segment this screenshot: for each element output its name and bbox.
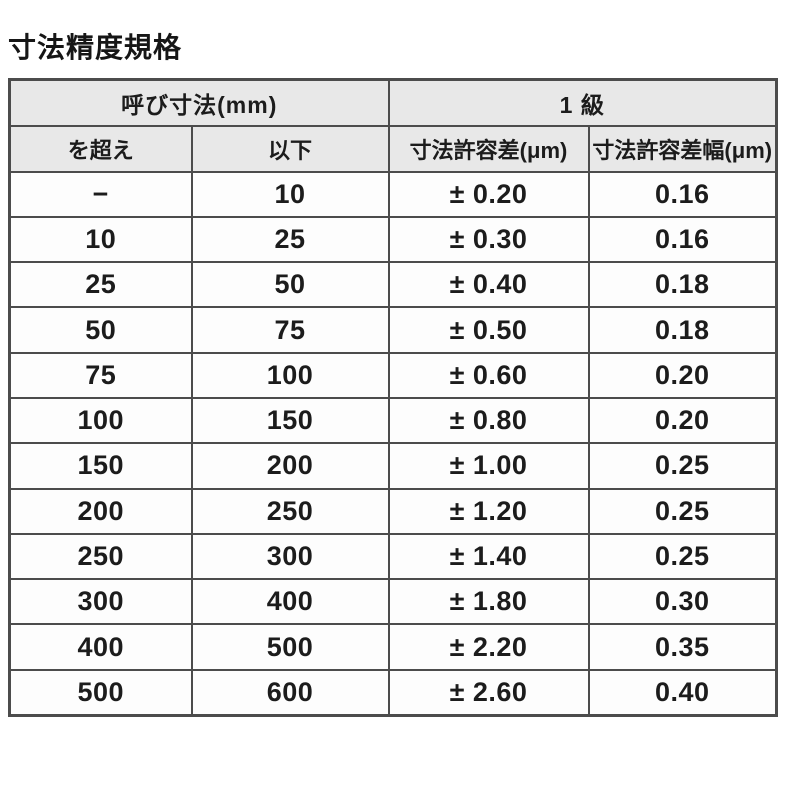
column-header-row: を超え 以下 寸法許容差(μm) 寸法許容差幅(μm) — [8, 124, 778, 173]
table-cell: ± 0.80 — [387, 396, 590, 445]
table-cell: ± 1.40 — [387, 532, 590, 581]
table-cell: 10 — [8, 215, 193, 264]
table-cell: 50 — [8, 306, 193, 354]
table-cell: ± 1.20 — [387, 487, 590, 535]
table-cell: − — [8, 170, 193, 218]
table-cell: 500 — [8, 668, 193, 717]
table-cell: 75 — [8, 351, 193, 399]
table-cell: 0.25 — [587, 532, 778, 581]
column-header-over: を超え — [8, 124, 193, 173]
table-cell: 400 — [8, 623, 193, 671]
table-cell: ± 1.80 — [387, 578, 590, 626]
table-row: 25 50 ± 0.40 0.18 — [8, 261, 778, 309]
table-cell: ± 0.60 — [387, 351, 590, 399]
table-cell: 25 — [190, 215, 390, 264]
table-cell: 150 — [8, 442, 193, 490]
table-row: 500 600 ± 2.60 0.40 — [8, 668, 778, 717]
table-row: 100 150 ± 0.80 0.20 — [8, 396, 778, 445]
column-header-tolerance-width: 寸法許容差幅(μm) — [587, 124, 778, 173]
table-body: −10 ± 0.20 0.16 10 25 ± 0.30 0.16 25 50 ± 0.40 0.1… — [8, 170, 778, 717]
table-cell: ± 1.00 — [387, 442, 590, 490]
table-cell: 50 — [190, 261, 390, 309]
dimension-accuracy-table: 呼び寸法(mm) 1 級 を超え 以下 寸法許容差(μm) 寸法許容差幅(μm)… — [8, 78, 779, 717]
table-cell: 0.35 — [587, 623, 778, 671]
group-header-grade-1: 1 級 — [387, 78, 778, 127]
table-cell: 500 — [190, 623, 390, 671]
table-cell: 150 — [190, 396, 390, 445]
table-cell: 0.25 — [587, 487, 778, 535]
table-cell: ± 0.40 — [387, 261, 590, 309]
table-cell: ± 2.60 — [387, 668, 590, 717]
table-row: −10 ± 0.20 0.16 — [8, 170, 778, 218]
table-cell: 400 — [190, 578, 390, 626]
table-cell: 10 — [190, 170, 390, 218]
table-cell: 0.16 — [587, 215, 778, 264]
table-row: 300 400 ± 1.80 0.30 — [8, 578, 778, 626]
column-header-tolerance: 寸法許容差(μm) — [387, 124, 590, 173]
table-cell: 75 — [190, 306, 390, 354]
table-cell: ± 0.50 — [387, 306, 590, 354]
table-cell: 0.25 — [587, 442, 778, 490]
table-row: 250 300 ± 1.40 0.25 — [8, 532, 778, 581]
table-cell: 250 — [8, 532, 193, 581]
table-cell: 0.18 — [587, 261, 778, 309]
table-row: 200 250 ± 1.20 0.25 — [8, 487, 778, 535]
table-cell: 0.40 — [587, 668, 778, 717]
table-cell: ± 2.20 — [387, 623, 590, 671]
group-header-row: 呼び寸法(mm) 1 級 — [8, 78, 778, 127]
table-cell: ± 0.30 — [387, 215, 590, 264]
table-cell: 100 — [8, 396, 193, 445]
table-cell: 300 — [190, 532, 390, 581]
table-row: 400 500 ± 2.20 0.35 — [8, 623, 778, 671]
table-cell: 0.20 — [587, 396, 778, 445]
table-cell: 600 — [190, 668, 390, 717]
page-title: 寸法精度規格 — [8, 32, 183, 63]
table-cell: 0.30 — [587, 578, 778, 626]
table-cell: 200 — [190, 442, 390, 490]
table-cell: 0.18 — [587, 306, 778, 354]
table-cell: 0.20 — [587, 351, 778, 399]
table-cell: 300 — [8, 578, 193, 626]
table-cell: 25 — [8, 261, 193, 309]
table-cell: 100 — [190, 351, 390, 399]
table-row: 10 25 ± 0.30 0.16 — [8, 215, 778, 264]
table-cell: 250 — [190, 487, 390, 535]
column-header-up-to: 以下 — [190, 124, 390, 173]
table-row: 75 100 ± 0.60 0.20 — [8, 351, 778, 399]
table-cell: ± 0.20 — [387, 170, 590, 218]
group-header-nominal-size: 呼び寸法(mm) — [8, 78, 390, 127]
table-header: 呼び寸法(mm) 1 級 を超え 以下 寸法許容差(μm) 寸法許容差幅(μm) — [8, 78, 778, 173]
table-cell: 0.16 — [587, 170, 778, 218]
table-row: 150 200 ± 1.00 0.25 — [8, 442, 778, 490]
table-cell: 200 — [8, 487, 193, 535]
table-row: 50 75 ± 0.50 0.18 — [8, 306, 778, 354]
